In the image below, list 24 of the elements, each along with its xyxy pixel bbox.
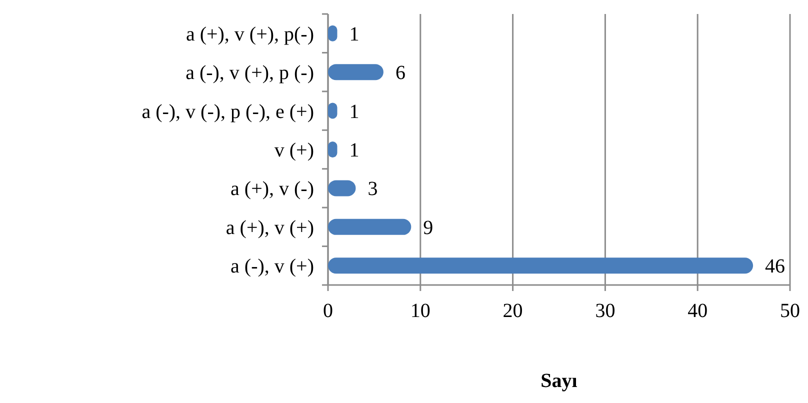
x-tick-label: 30	[595, 300, 616, 322]
data-label: 6	[395, 62, 406, 84]
data-label: 9	[423, 216, 434, 239]
data-label: 1	[349, 100, 360, 123]
bar	[328, 218, 412, 235]
x-tick-label: 0	[323, 300, 333, 322]
y-tick-label: a (+), v (+), p(-)	[186, 23, 314, 46]
x-tick-label: 10	[410, 300, 430, 322]
bar	[328, 258, 754, 274]
bar	[328, 64, 384, 80]
data-label: 1	[349, 140, 360, 162]
x-tick-label: 50	[780, 300, 800, 322]
data-label: 1	[349, 23, 360, 46]
x-tick-label: 40	[688, 300, 708, 322]
y-tick-label: v (+)	[274, 140, 314, 162]
y-tick-label: a (-), v (-), p (-), e (+)	[142, 100, 314, 123]
data-label: 3	[368, 178, 378, 200]
y-tick-label: a (+), v (-)	[230, 178, 314, 200]
x-axis-title: Sayı	[540, 370, 578, 392]
data-label: 46	[765, 256, 786, 278]
y-tick-label: a (-), v (+), p (-)	[186, 62, 314, 84]
y-tick-label: a (+), v (+)	[226, 216, 314, 239]
x-tick-label: 20	[502, 300, 523, 322]
y-tick-label: a (-), v (+)	[230, 256, 314, 278]
